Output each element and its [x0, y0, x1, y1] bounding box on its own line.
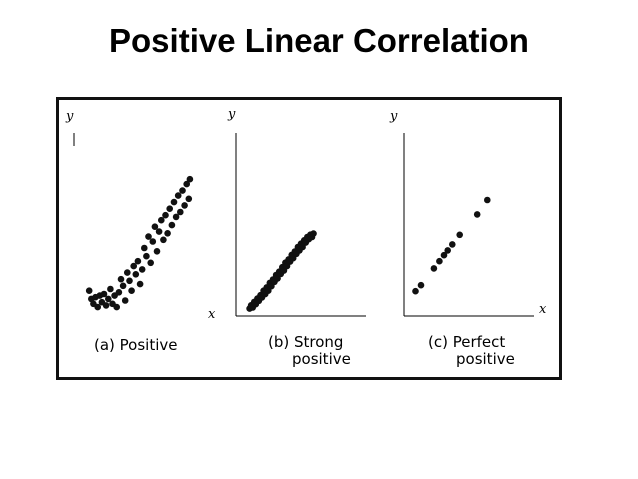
data-point: [186, 175, 194, 183]
data-point: [153, 248, 161, 255]
data-point: [136, 280, 144, 288]
data-point: [145, 233, 152, 240]
data-point: [105, 295, 112, 303]
panel-b-y-label: y: [227, 107, 236, 122]
page-title: Positive Linear Correlation: [109, 22, 529, 59]
data-point: [130, 262, 137, 270]
data-point: [177, 208, 184, 216]
data-point: [138, 266, 146, 273]
data-point: [473, 211, 481, 218]
data-point: [179, 187, 186, 194]
data-point: [100, 290, 108, 298]
data-point: [484, 196, 491, 204]
data-point: [158, 216, 165, 224]
data-point: [412, 287, 419, 295]
data-point: [107, 285, 114, 293]
data-point: [449, 241, 456, 248]
data-point: [444, 247, 452, 254]
panel-b-x-label: x: [208, 307, 216, 322]
panel-a-y-label: y: [65, 109, 74, 124]
data-point: [440, 251, 448, 259]
data-point: [117, 275, 125, 283]
data-point: [164, 230, 171, 237]
data-point: [417, 281, 425, 289]
panel-c-points: [412, 196, 491, 295]
data-point: [155, 228, 163, 235]
panel-a-caption: (a) Positive: [94, 336, 178, 354]
data-point: [85, 287, 93, 295]
data-point: [134, 257, 142, 265]
data-point: [174, 192, 182, 199]
panel-b-caption-line1: (b) Strong: [268, 333, 343, 351]
data-point: [185, 195, 193, 203]
data-point: [149, 238, 157, 245]
data-point: [183, 180, 190, 188]
panel-b: y x (b) Strong positive: [208, 107, 366, 368]
panel-c: y x (c) Perfect positive: [389, 109, 547, 368]
data-point: [166, 205, 173, 212]
data-point: [172, 213, 180, 221]
data-point: [115, 289, 123, 296]
data-point: [124, 269, 131, 276]
panel-a: y (a) Positive: [65, 109, 194, 354]
panel-b-caption-line2: positive: [292, 350, 351, 368]
data-point: [181, 202, 188, 209]
data-point: [128, 287, 135, 295]
panel-b-points: [246, 230, 317, 312]
data-point: [162, 211, 169, 219]
data-point: [160, 236, 167, 244]
panel-a-points: [85, 175, 194, 311]
data-point: [113, 303, 120, 311]
data-point: [430, 265, 438, 272]
figure-frame: [56, 97, 562, 380]
data-point: [119, 282, 127, 290]
data-point: [170, 198, 178, 206]
data-point: [310, 230, 317, 237]
data-point: [121, 297, 129, 304]
panel-c-caption-line1: (c) Perfect: [428, 333, 505, 351]
panel-c-x-label: x: [539, 302, 547, 317]
data-point: [168, 221, 176, 229]
data-point: [147, 259, 154, 267]
data-point: [94, 303, 101, 311]
data-point: [436, 257, 443, 265]
data-point: [132, 271, 140, 278]
data-point: [126, 277, 133, 285]
data-point: [102, 302, 110, 309]
data-point: [143, 252, 150, 260]
panel-c-caption-line2: positive: [456, 350, 515, 368]
data-point: [456, 231, 464, 239]
panel-c-y-label: y: [389, 109, 398, 124]
data-point: [141, 244, 148, 252]
data-point: [151, 223, 159, 230]
